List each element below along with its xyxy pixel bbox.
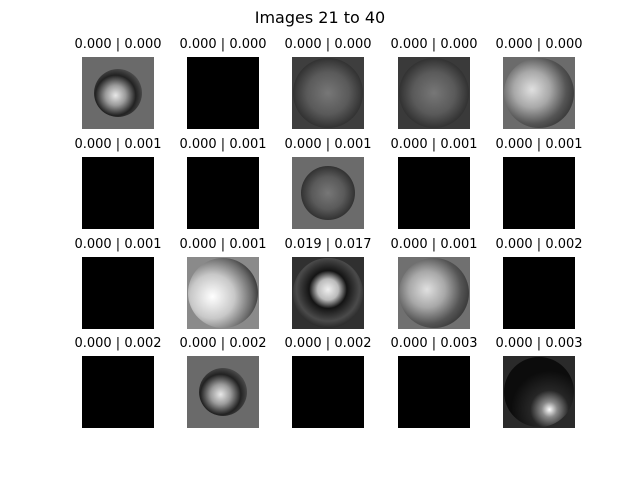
tile-score-label: 0.000 | 0.001	[284, 137, 372, 152]
tile-score-label: 0.000 | 0.002	[284, 336, 372, 351]
tile-image	[503, 157, 575, 229]
tile-image	[292, 157, 364, 229]
tile-image	[398, 57, 470, 129]
tile-score-label: 0.000 | 0.000	[495, 37, 583, 52]
tile-score-label: 0.000 | 0.001	[495, 137, 583, 152]
tile-image	[398, 157, 470, 229]
tile-score-label: 0.000 | 0.000	[179, 37, 267, 52]
tile-image	[187, 257, 259, 329]
tile-score-label: 0.000 | 0.001	[390, 137, 478, 152]
tile-image	[503, 356, 575, 428]
tile-score-label: 0.000 | 0.001	[390, 237, 478, 252]
tile-image	[503, 257, 575, 329]
tile-image	[82, 57, 154, 129]
tile-image	[82, 257, 154, 329]
tile-image	[398, 356, 470, 428]
tile-image	[82, 157, 154, 229]
tile-score-label: 0.000 | 0.003	[390, 336, 478, 351]
figure-title: Images 21 to 40	[254, 8, 386, 27]
tile-image	[187, 157, 259, 229]
tile-image	[292, 257, 364, 329]
tile-image	[82, 356, 154, 428]
tile-score-label: 0.000 | 0.002	[74, 336, 162, 351]
tile-score-label: 0.000 | 0.001	[179, 237, 267, 252]
tile-score-label: 0.000 | 0.002	[495, 237, 583, 252]
tile-image	[398, 257, 470, 329]
tile-image	[292, 57, 364, 129]
tile-score-label: 0.000 | 0.000	[390, 37, 478, 52]
tile-image	[187, 57, 259, 129]
tile-score-label: 0.019 | 0.017	[284, 237, 372, 252]
tile-image	[187, 356, 259, 428]
tile-score-label: 0.000 | 0.000	[284, 37, 372, 52]
tile-score-label: 0.000 | 0.002	[179, 336, 267, 351]
tile-score-label: 0.000 | 0.001	[74, 137, 162, 152]
tile-score-label: 0.000 | 0.001	[74, 237, 162, 252]
tile-image	[503, 57, 575, 129]
tile-score-label: 0.000 | 0.000	[74, 37, 162, 52]
tile-score-label: 0.000 | 0.003	[495, 336, 583, 351]
tile-image	[292, 356, 364, 428]
tile-score-label: 0.000 | 0.001	[179, 137, 267, 152]
